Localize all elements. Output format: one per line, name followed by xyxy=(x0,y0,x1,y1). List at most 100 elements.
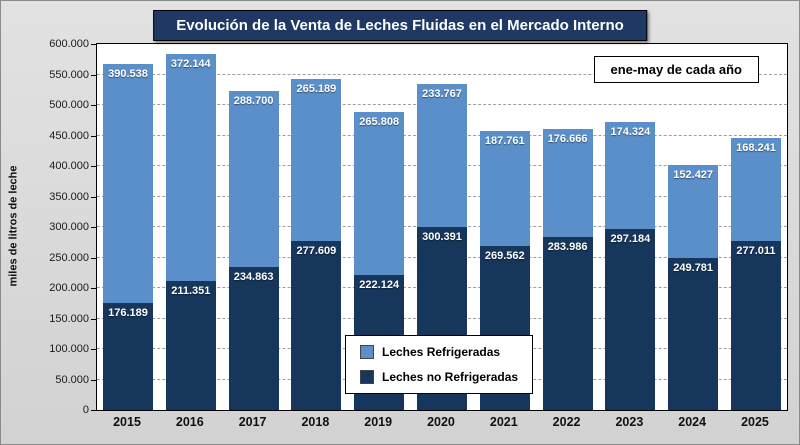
y-tick-mark xyxy=(91,349,96,350)
x-tick-label: 2015 xyxy=(113,415,141,429)
data-label: 283.986 xyxy=(547,240,588,253)
data-label: 176.666 xyxy=(547,133,588,146)
data-label: 233.767 xyxy=(422,88,462,101)
bar-segment: 234.863 xyxy=(228,266,279,410)
bar-segment: 277.011 xyxy=(730,241,781,410)
bar-segment: 174.324 xyxy=(605,122,656,229)
x-tick-label: 2022 xyxy=(552,415,581,429)
y-tick-mark xyxy=(91,74,96,76)
bar-segment: 211.351 xyxy=(165,281,216,410)
y-tick-label: 300.000 xyxy=(49,221,89,233)
legend-item: Leches no Refrigeradas xyxy=(360,370,518,384)
bar: 372.144 211.351 xyxy=(165,44,216,410)
bar-segment: 233.767 xyxy=(416,84,467,227)
x-tick-label: 2016 xyxy=(175,415,204,429)
data-label: 300.391 xyxy=(422,230,462,243)
x-tick-label: 2021 xyxy=(489,415,518,429)
x-tick-label: 2024 xyxy=(678,415,707,429)
y-tick-mark xyxy=(91,257,96,259)
data-label: 152.427 xyxy=(673,168,714,181)
y-tick-label: 50.000 xyxy=(55,373,89,386)
bar: 152.427 249.781 xyxy=(668,44,719,410)
data-label: 265.189 xyxy=(296,82,337,95)
y-tick-label: 500.000 xyxy=(49,99,89,111)
annotation-box: ene-may de cada año xyxy=(593,56,759,83)
y-tick-label: 100.000 xyxy=(49,343,89,355)
data-label: 249.781 xyxy=(673,261,714,274)
data-label: 277.609 xyxy=(296,244,337,257)
bar-segment: 249.781 xyxy=(668,257,719,410)
bar: 174.324 297.184 xyxy=(605,44,656,410)
y-tick-label: 350.000 xyxy=(49,190,89,203)
y-tick-label: 450.000 xyxy=(49,129,89,142)
y-tick-mark xyxy=(91,318,96,320)
bar-segment: 152.427 xyxy=(668,164,719,258)
legend-swatch-icon xyxy=(360,370,374,384)
plot-area: 0 50.000 100.000 150.000 200.000 250.000 300.0… xyxy=(49,38,788,416)
y-tick-mark xyxy=(91,196,96,198)
data-label: 265.808 xyxy=(359,116,400,129)
bar-segment: 372.144 xyxy=(165,54,216,282)
data-label: 211.351 xyxy=(171,285,211,298)
x-tick-label: 2020 xyxy=(427,415,455,429)
data-label: 234.863 xyxy=(233,270,274,283)
x-tick-label: 2018 xyxy=(301,415,330,429)
y-tick-label: 600.000 xyxy=(49,38,89,50)
y-tick-mark xyxy=(91,410,96,411)
bars-container: 390.538 176.189 372.144 211.351 288.700 234.8… xyxy=(97,44,787,410)
bar-segment: 176.189 xyxy=(103,302,153,410)
x-tick-label: 2019 xyxy=(364,415,393,429)
y-tick-mark xyxy=(91,166,96,167)
x-axis-labels: 2015 2016 2017 2018 2019 2020 2021 2022 2023 2024… xyxy=(96,415,786,429)
data-label: 297.184 xyxy=(610,232,651,245)
y-tick-label: 400.000 xyxy=(49,160,89,172)
bar-segment: 288.700 xyxy=(228,90,279,267)
data-label: 174.324 xyxy=(610,126,651,139)
legend-label: Leches Refrigeradas xyxy=(382,345,501,359)
data-label: 269.562 xyxy=(484,249,525,262)
y-tick-mark xyxy=(91,105,96,106)
y-tick-mark xyxy=(91,288,96,289)
x-tick-label: 2025 xyxy=(741,415,769,429)
y-tick-mark xyxy=(91,227,96,228)
legend: Leches Refrigeradas Leches no Refrigerada… xyxy=(345,335,534,394)
y-tick-label: 150.000 xyxy=(49,312,89,325)
bar-segment: 187.761 xyxy=(479,131,530,246)
bar-segment: 168.241 xyxy=(730,138,781,242)
data-label: 176.189 xyxy=(108,306,148,319)
x-tick-label: 2023 xyxy=(615,415,644,429)
bar: 288.700 234.863 xyxy=(228,44,279,410)
chart-title: Evolución de la Venta de Leches Fluidas … xyxy=(153,10,647,41)
bar-segment: 297.184 xyxy=(605,228,656,410)
data-label: 277.011 xyxy=(736,245,776,258)
data-label: 372.144 xyxy=(170,58,211,71)
gridline xyxy=(97,73,787,75)
legend-label: Leches no Refrigeradas xyxy=(382,370,519,384)
legend-item: Leches Refrigeradas xyxy=(360,345,518,359)
data-label: 187.761 xyxy=(484,135,525,148)
bar-segment: 265.808 xyxy=(354,112,405,275)
y-tick-label: 250.000 xyxy=(49,251,89,264)
data-label: 168.241 xyxy=(736,142,776,155)
legend-swatch-icon xyxy=(360,345,374,359)
data-label: 390.538 xyxy=(108,68,148,81)
y-tick-mark xyxy=(91,135,96,137)
bar: 265.189 277.609 xyxy=(291,44,342,410)
y-tick-mark xyxy=(91,379,96,381)
y-tick-label: 0 xyxy=(82,404,89,416)
bar: 176.666 283.986 xyxy=(542,44,593,410)
bar: 168.241 277.011 xyxy=(730,44,781,410)
bar-segment: 390.538 xyxy=(103,64,153,303)
data-label: 288.700 xyxy=(233,94,274,107)
data-label: 222.124 xyxy=(359,278,400,291)
y-tick-label: 200.000 xyxy=(49,282,89,294)
bar-segment: 283.986 xyxy=(542,236,593,410)
bar-segment: 176.666 xyxy=(542,129,593,237)
x-tick-label: 2017 xyxy=(238,415,267,429)
bar: 390.538 176.189 xyxy=(103,44,153,410)
y-tick-mark xyxy=(91,44,96,45)
bar-segment: 277.609 xyxy=(291,240,342,410)
y-tick-label: 550.000 xyxy=(49,68,89,81)
bar-segment: 265.189 xyxy=(291,78,342,241)
